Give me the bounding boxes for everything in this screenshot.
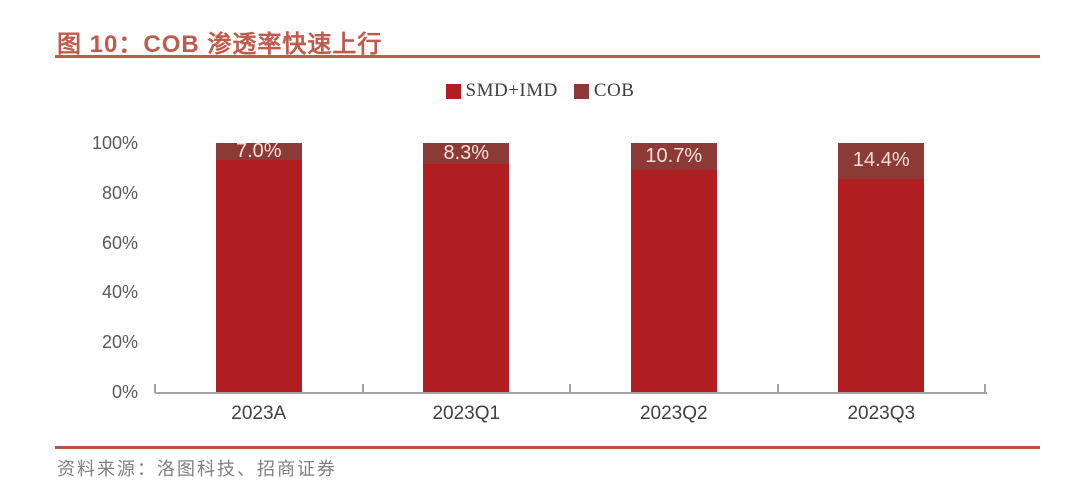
legend-label: SMD+IMD [465,80,558,101]
x-category-label: 2023Q3 [847,403,916,424]
bar-segment-cob: 7.0% [215,140,302,163]
bar-segment-smd [630,169,717,392]
bar-segment-smd [423,163,510,392]
source-note: 资料来源：洛图科技、招商证券 [57,459,337,479]
legend-swatch-icon [445,83,461,99]
y-tick-label: 0% [111,382,138,402]
x-category-label: 2023Q1 [432,403,501,424]
bar-segment-smd [838,178,925,392]
x-axis-tick [154,384,156,393]
legend-item: COB [573,80,635,102]
chart-legend: SMD+IMD COB [0,80,1080,102]
bar-data-label: 14.4% [852,149,910,172]
y-tick-label: 100% [91,133,138,153]
y-tick-label: 20% [101,332,138,353]
legend-label: COB [593,80,635,101]
y-tick-label: 80% [101,182,138,203]
y-tick-label: 40% [101,282,138,303]
x-category-label: 2023A [231,403,287,424]
bar-segment-cob: 10.7% [630,143,717,170]
x-category-label: 2023Q2 [639,403,708,424]
y-tick-label: 60% [101,232,138,253]
x-axis-line [155,392,987,394]
x-axis-tick [361,384,364,393]
bar-data-label: 8.3% [443,141,490,164]
footer-rule [55,446,1040,449]
bar-segment-cob: 14.4% [838,143,925,179]
bar-segment-smd [215,160,302,392]
figure-title: 图 10：COB 渗透率快速上行 [57,31,383,58]
legend-item: SMD+IMD [445,80,558,102]
bar-data-label: 7.0% [235,140,282,163]
bar-data-label: 10.7% [645,144,703,167]
title-underline [55,55,1040,58]
x-axis-tick [776,384,779,393]
x-axis-tick [984,384,986,393]
legend-swatch-icon [573,83,589,99]
bar-segment-cob: 8.3% [423,141,510,164]
x-axis-tick [569,384,571,393]
